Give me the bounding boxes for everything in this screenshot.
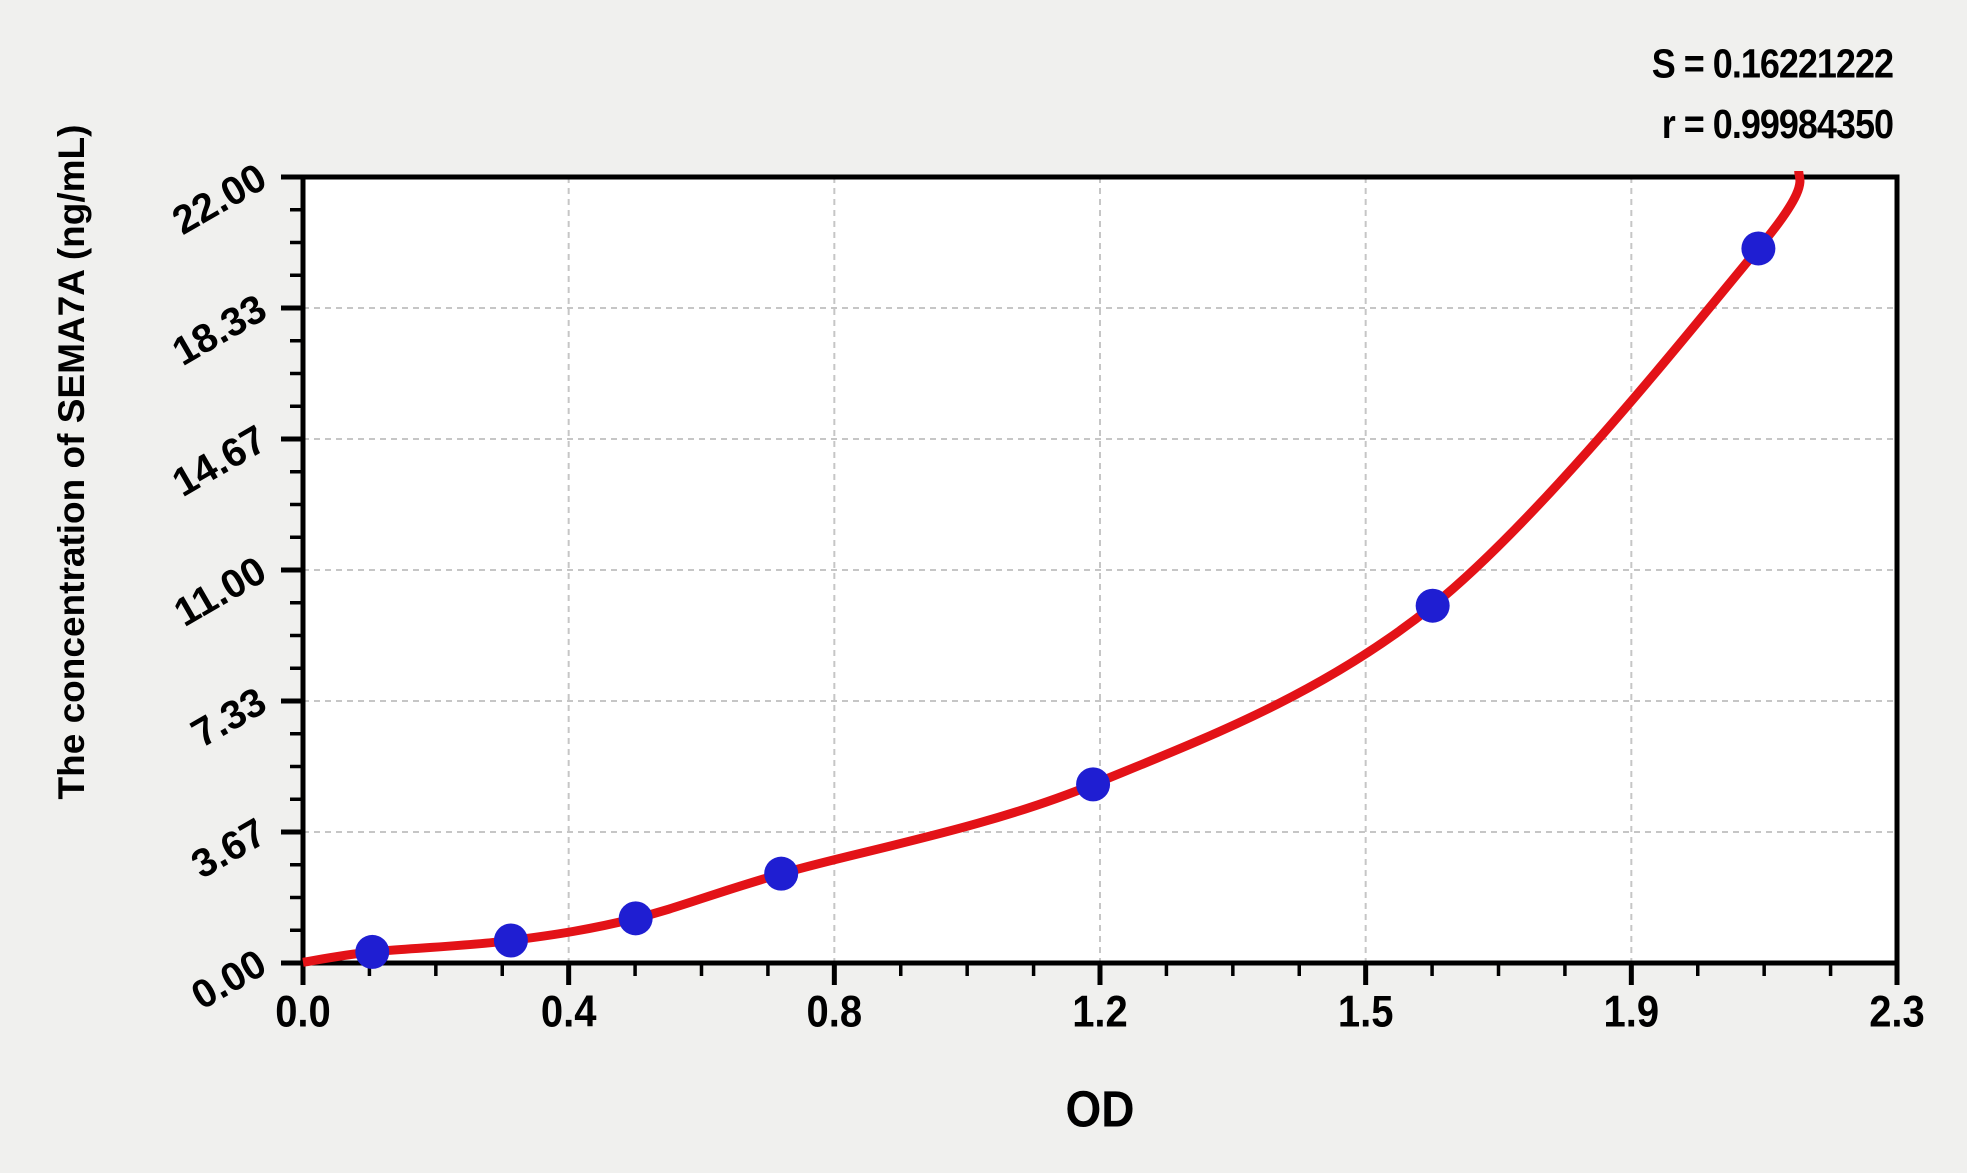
data-point bbox=[1741, 231, 1776, 266]
data-point bbox=[764, 856, 799, 891]
fit-statistics: S = 0.16221222 r = 0.99984350 bbox=[1651, 34, 1894, 155]
x-tick-label: 1.5 bbox=[1337, 987, 1394, 1037]
x-tick-label: 0.4 bbox=[540, 987, 597, 1037]
data-point bbox=[1415, 588, 1450, 623]
data-point bbox=[493, 923, 528, 958]
x-tick-label: 1.2 bbox=[1072, 987, 1128, 1037]
x-axis-title: OD bbox=[1065, 1080, 1135, 1138]
data-point bbox=[1076, 767, 1111, 802]
r-value-label: r = 0.99984350 bbox=[1661, 101, 1894, 148]
x-tick-label: 1.9 bbox=[1603, 987, 1660, 1037]
x-tick-label: 2.3 bbox=[1869, 987, 1925, 1037]
gridlines bbox=[303, 177, 1897, 963]
x-tick-label: 0.8 bbox=[806, 987, 863, 1037]
x-tick-label: 0.0 bbox=[275, 987, 331, 1037]
data-point bbox=[618, 901, 653, 936]
plot-border bbox=[300, 174, 1900, 966]
data-point bbox=[355, 934, 390, 969]
s-value-label: S = 0.16221222 bbox=[1651, 40, 1894, 87]
